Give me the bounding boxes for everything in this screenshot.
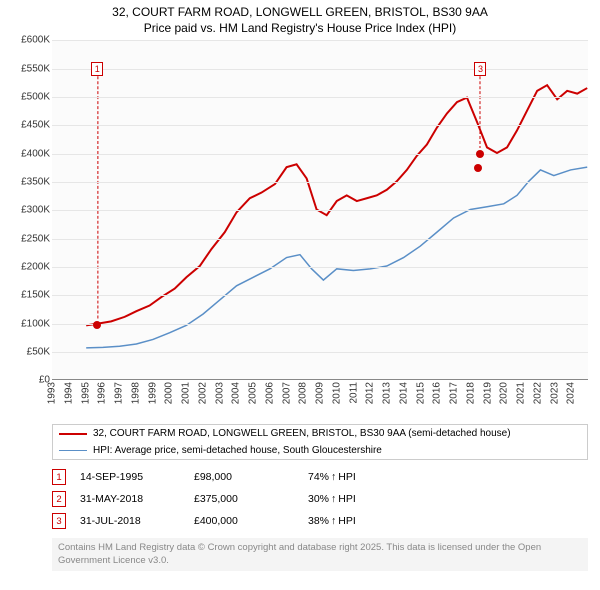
- sale-row: 2 31-MAY-2018 £375,000 30% ↑ HPI: [52, 488, 588, 510]
- sale-date: 31-JUL-2018: [80, 515, 180, 527]
- x-tick-label: 2024: [566, 382, 577, 404]
- x-tick-label: 1996: [97, 382, 108, 404]
- legend-label: HPI: Average price, semi-detached house,…: [93, 445, 382, 456]
- sale-hpi: 38% ↑ HPI: [308, 515, 356, 527]
- x-tick-label: 2022: [532, 382, 543, 404]
- x-tick-label: 2002: [197, 382, 208, 404]
- x-tick-label: 1995: [80, 382, 91, 404]
- gridline-h: [52, 352, 588, 353]
- sale-date: 14-SEP-1995: [80, 471, 180, 483]
- chart-title: 32, COURT FARM ROAD, LONGWELL GREEN, BRI…: [8, 4, 592, 36]
- x-tick-label: 2008: [298, 382, 309, 404]
- sale-badge: 2: [52, 491, 66, 507]
- gridline-h: [52, 210, 588, 211]
- sale-price: £400,000: [194, 515, 294, 527]
- arrow-up-icon: ↑: [331, 493, 336, 505]
- y-tick-label: £200K: [21, 262, 50, 273]
- x-tick-label: 2020: [499, 382, 510, 404]
- series-hpi: [86, 168, 587, 349]
- y-tick-label: £250K: [21, 233, 50, 244]
- sale-marker-badge: 1: [91, 62, 103, 76]
- y-tick-label: £500K: [21, 92, 50, 103]
- sales-list: 1 14-SEP-1995 £98,000 74% ↑ HPI 2 31-MAY-2018…: [52, 466, 588, 532]
- x-tick-label: 1999: [147, 382, 158, 404]
- legend-row: 32, COURT FARM ROAD, LONGWELL GREEN, BRI…: [53, 425, 587, 442]
- sale-hpi: 74% ↑ HPI: [308, 471, 356, 483]
- legend-box: 32, COURT FARM ROAD, LONGWELL GREEN, BRI…: [52, 424, 588, 460]
- sale-row: 1 14-SEP-1995 £98,000 74% ↑ HPI: [52, 466, 588, 488]
- x-tick-label: 2013: [382, 382, 393, 404]
- chart-container: 32, COURT FARM ROAD, LONGWELL GREEN, BRI…: [0, 0, 600, 579]
- legend-row: HPI: Average price, semi-detached house,…: [53, 442, 587, 459]
- y-tick-label: £600K: [21, 35, 50, 46]
- x-tick-label: 2012: [365, 382, 376, 404]
- gridline-h: [52, 97, 588, 98]
- title-line-2: Price paid vs. HM Land Registry's House …: [8, 20, 592, 36]
- sale-marker-badge: 3: [474, 62, 486, 76]
- y-tick-label: £550K: [21, 63, 50, 74]
- sale-row: 3 31-JUL-2018 £400,000 38% ↑ HPI: [52, 510, 588, 532]
- series-price_paid: [86, 86, 587, 326]
- gridline-h: [52, 69, 588, 70]
- x-tick-label: 2016: [432, 382, 443, 404]
- gridline-h: [52, 154, 588, 155]
- sale-badge: 3: [52, 513, 66, 529]
- sale-marker-dot: [93, 321, 101, 329]
- gridline-h: [52, 295, 588, 296]
- gridline-h: [52, 182, 588, 183]
- gridline-h: [52, 324, 588, 325]
- x-tick-label: 2001: [181, 382, 192, 404]
- gridline-h: [52, 40, 588, 41]
- y-tick-label: £350K: [21, 177, 50, 188]
- x-tick-label: 2010: [331, 382, 342, 404]
- x-tick-label: 2006: [264, 382, 275, 404]
- x-tick-label: 2015: [415, 382, 426, 404]
- x-tick-label: 2021: [516, 382, 527, 404]
- y-tick-label: £450K: [21, 120, 50, 131]
- x-tick-label: 2019: [482, 382, 493, 404]
- x-tick-label: 2004: [231, 382, 242, 404]
- x-tick-label: 2014: [398, 382, 409, 404]
- legend-swatch: [59, 433, 87, 435]
- x-axis: 1993199419951996199719981999200020012002…: [52, 380, 588, 420]
- gridline-h: [52, 125, 588, 126]
- chart-plot-area: £0£50K£100K£150K£200K£250K£300K£350K£400…: [8, 40, 592, 420]
- legend-swatch: [59, 450, 87, 451]
- x-tick-label: 2023: [549, 382, 560, 404]
- x-tick-label: 2000: [164, 382, 175, 404]
- sale-hpi: 30% ↑ HPI: [308, 493, 356, 505]
- title-line-1: 32, COURT FARM ROAD, LONGWELL GREEN, BRI…: [8, 4, 592, 20]
- legend-label: 32, COURT FARM ROAD, LONGWELL GREEN, BRI…: [93, 428, 511, 439]
- x-tick-label: 2007: [281, 382, 292, 404]
- y-tick-label: £150K: [21, 290, 50, 301]
- sale-price: £98,000: [194, 471, 294, 483]
- y-axis: £0£50K£100K£150K£200K£250K£300K£350K£400…: [8, 40, 52, 380]
- y-tick-label: £100K: [21, 318, 50, 329]
- sale-badge: 1: [52, 469, 66, 485]
- arrow-up-icon: ↑: [331, 515, 336, 527]
- x-tick-label: 2003: [214, 382, 225, 404]
- gridline-h: [52, 267, 588, 268]
- gridline-h: [52, 239, 588, 240]
- x-tick-label: 2009: [315, 382, 326, 404]
- x-tick-label: 1993: [47, 382, 58, 404]
- y-tick-label: £50K: [27, 347, 50, 358]
- y-tick-label: £400K: [21, 148, 50, 159]
- plot-region: 13: [52, 40, 588, 380]
- sale-marker-dot: [474, 164, 482, 172]
- x-tick-label: 1998: [130, 382, 141, 404]
- arrow-up-icon: ↑: [331, 471, 336, 483]
- y-tick-label: £300K: [21, 205, 50, 216]
- footer-attribution: Contains HM Land Registry data © Crown c…: [52, 538, 588, 571]
- x-tick-label: 2018: [465, 382, 476, 404]
- x-tick-label: 2005: [248, 382, 259, 404]
- sale-marker-dot: [476, 150, 484, 158]
- x-tick-label: 2017: [449, 382, 460, 404]
- x-tick-label: 2011: [348, 382, 359, 404]
- sale-price: £375,000: [194, 493, 294, 505]
- x-tick-label: 1994: [63, 382, 74, 404]
- x-tick-label: 1997: [114, 382, 125, 404]
- sale-date: 31-MAY-2018: [80, 493, 180, 505]
